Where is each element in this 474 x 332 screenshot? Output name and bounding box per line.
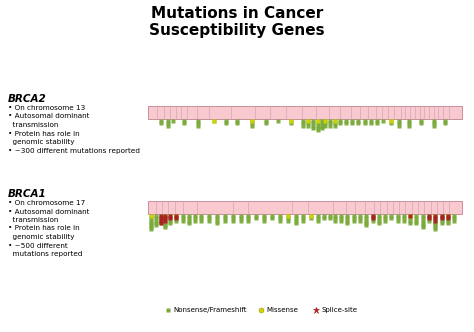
Text: • On chromosome 17
• Autosomal dominant
  transmission
• Protein has role in
  g: • On chromosome 17 • Autosomal dominant … [8,200,90,257]
Text: Splice-site: Splice-site [322,307,358,313]
Bar [148,201,462,214]
Text: Mutations in Cancer
Susceptibility Genes: Mutations in Cancer Susceptibility Genes [149,6,325,39]
Text: • On chromosome 13
• Autosomal dominant
  transmission
• Protein has role in
  g: • On chromosome 13 • Autosomal dominant … [8,105,140,153]
Text: Nonsense/Frameshift: Nonsense/Frameshift [173,307,246,313]
Text: BRCA2: BRCA2 [8,94,47,104]
Bar [148,106,462,119]
Text: Missense: Missense [266,307,298,313]
Text: BRCA1: BRCA1 [8,189,47,199]
